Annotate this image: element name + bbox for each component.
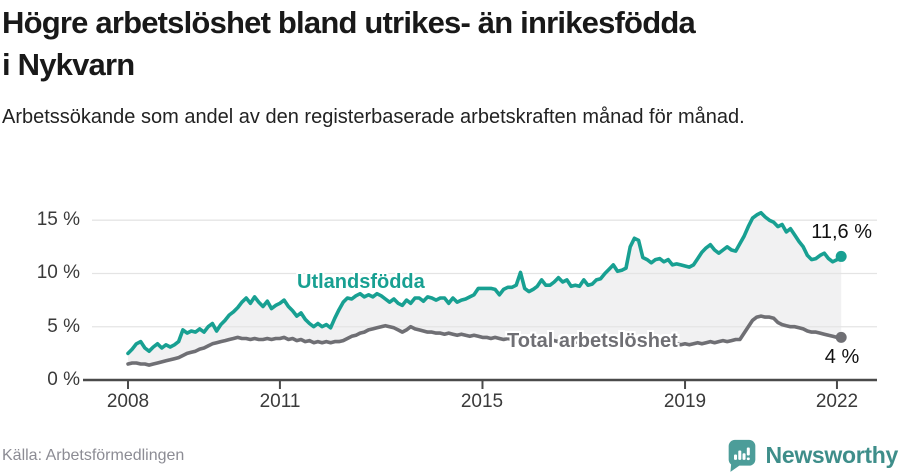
newsworthy-wordmark: Newsworthy <box>765 441 899 468</box>
y-axis-tick-label: 10 % <box>36 262 80 283</box>
y-axis-tick-label: 0 % <box>47 369 80 390</box>
x-axis-tick-label: 2011 <box>259 391 301 412</box>
x-axis-tick-label: 2022 <box>815 391 859 412</box>
end-value-label-utlandsfodda: 11,6 % <box>811 221 872 243</box>
newsworthy-brand: Newsworthy <box>726 438 898 472</box>
source-attribution: Källa: Arbetsförmedlingen <box>2 447 185 464</box>
page-title: Högre arbetslöshet bland utrikes- än inr… <box>2 5 696 82</box>
y-axis-tick-label: 15 % <box>36 209 80 230</box>
series-label-total-arbetsloshet: Total arbetslöshet <box>507 330 678 352</box>
x-axis-tick-label: 2015 <box>460 391 504 412</box>
newsworthy-logo-icon <box>728 439 755 472</box>
end-value-label-total: 4 % <box>824 346 860 368</box>
series-label-utlandsfodda: Utlandsfödda <box>297 271 425 293</box>
y-axis-tick-label: 5 % <box>47 316 80 337</box>
x-axis-tick-label: 2008 <box>106 391 150 412</box>
chart-subtitle: Arbetssökande som andel av den registerb… <box>2 106 745 128</box>
x-axis-tick-label: 2019 <box>663 391 707 412</box>
